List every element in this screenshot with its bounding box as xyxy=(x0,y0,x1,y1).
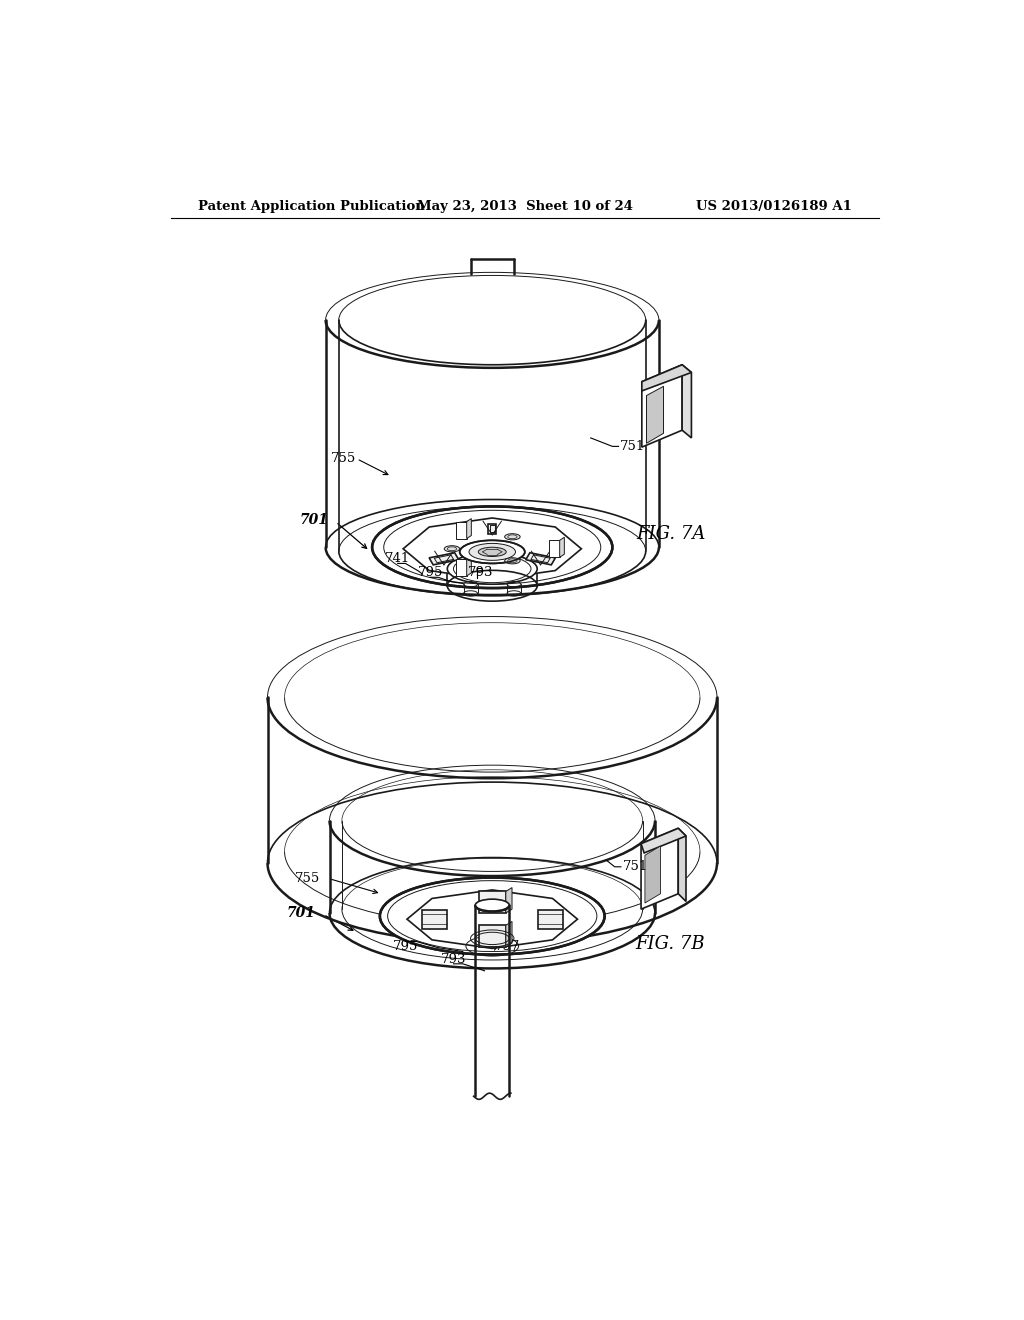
Text: 751: 751 xyxy=(621,440,645,453)
Text: 741: 741 xyxy=(385,552,411,565)
Ellipse shape xyxy=(505,533,520,540)
Polygon shape xyxy=(403,517,582,579)
Polygon shape xyxy=(560,537,564,557)
Text: FIG. 7A: FIG. 7A xyxy=(636,525,706,543)
Ellipse shape xyxy=(460,540,524,564)
Text: 701: 701 xyxy=(287,906,315,920)
Polygon shape xyxy=(456,558,467,576)
Text: 701: 701 xyxy=(299,513,328,527)
Text: 793: 793 xyxy=(468,566,494,579)
Polygon shape xyxy=(478,891,506,913)
Polygon shape xyxy=(646,387,664,444)
Polygon shape xyxy=(407,890,578,948)
Polygon shape xyxy=(538,909,563,929)
Polygon shape xyxy=(678,829,686,902)
Polygon shape xyxy=(506,887,512,913)
Polygon shape xyxy=(641,829,686,853)
Text: 795: 795 xyxy=(418,566,443,579)
Polygon shape xyxy=(549,540,560,557)
Text: 757: 757 xyxy=(495,940,520,953)
Ellipse shape xyxy=(475,899,509,911)
Text: 755: 755 xyxy=(331,453,356,465)
Ellipse shape xyxy=(380,878,604,954)
Ellipse shape xyxy=(444,545,460,552)
Polygon shape xyxy=(641,829,678,909)
Ellipse shape xyxy=(447,553,538,585)
Text: May 23, 2013  Sheet 10 of 24: May 23, 2013 Sheet 10 of 24 xyxy=(417,199,633,213)
Text: 755: 755 xyxy=(295,871,321,884)
Polygon shape xyxy=(645,846,660,903)
Ellipse shape xyxy=(478,548,506,557)
Polygon shape xyxy=(525,553,555,565)
Ellipse shape xyxy=(505,558,520,564)
Text: US 2013/0126189 A1: US 2013/0126189 A1 xyxy=(696,199,852,213)
Text: 793: 793 xyxy=(440,953,466,966)
Ellipse shape xyxy=(469,544,515,561)
Text: Patent Application Publication: Patent Application Publication xyxy=(198,199,425,213)
Polygon shape xyxy=(488,524,497,533)
Polygon shape xyxy=(478,925,506,946)
Polygon shape xyxy=(642,364,682,447)
Polygon shape xyxy=(682,364,691,438)
Text: 751: 751 xyxy=(623,861,648,874)
Polygon shape xyxy=(467,519,471,539)
Polygon shape xyxy=(467,556,471,576)
Polygon shape xyxy=(429,553,459,565)
Polygon shape xyxy=(422,909,446,929)
Polygon shape xyxy=(642,364,691,391)
Polygon shape xyxy=(456,521,467,539)
Text: 795: 795 xyxy=(393,940,418,953)
Ellipse shape xyxy=(372,507,612,589)
Text: FIG. 7B: FIG. 7B xyxy=(636,935,706,953)
Polygon shape xyxy=(506,921,512,946)
